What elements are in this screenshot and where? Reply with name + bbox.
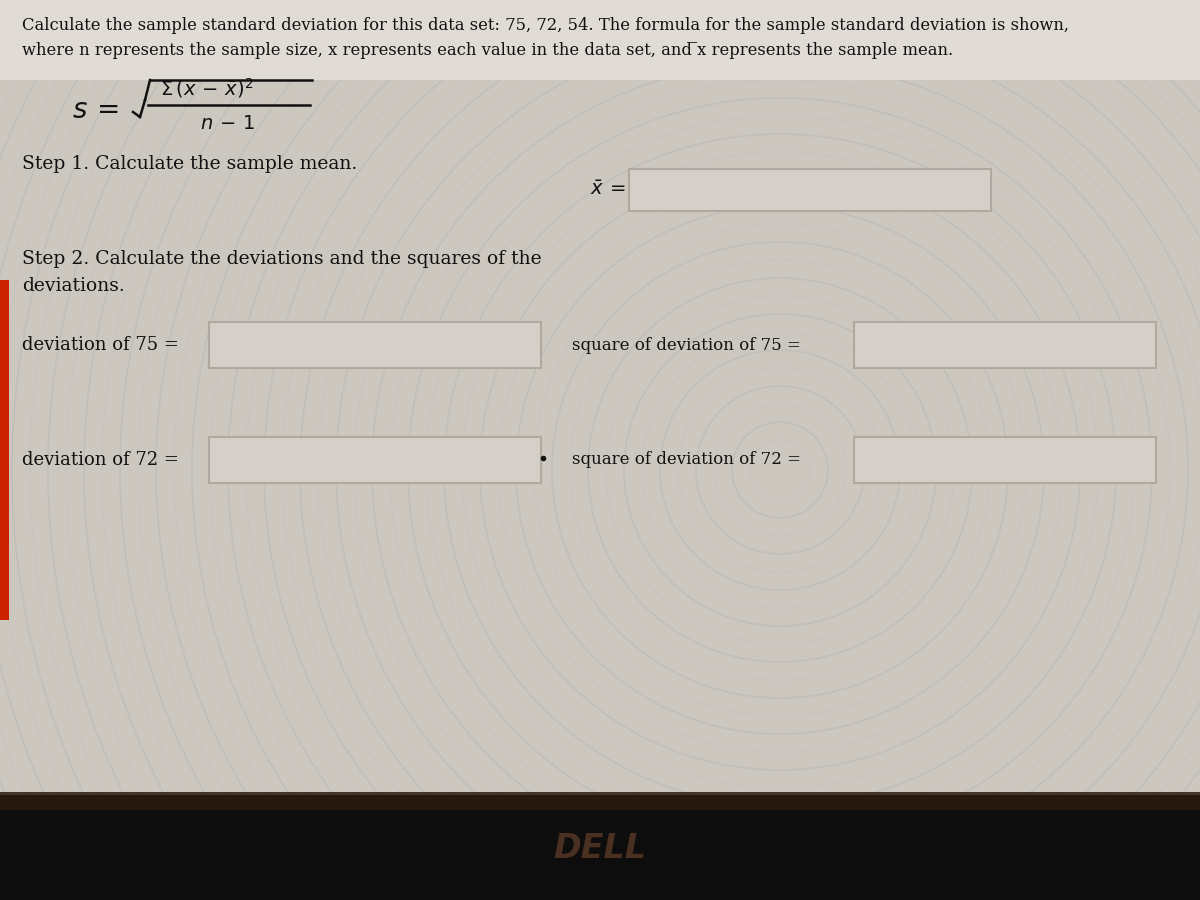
FancyBboxPatch shape xyxy=(209,322,541,368)
Text: $\Sigma\,(x\,-\,\bar{x})^{2}$: $\Sigma\,(x\,-\,\bar{x})^{2}$ xyxy=(160,76,253,100)
FancyBboxPatch shape xyxy=(0,280,10,620)
Text: Calculate the sample standard deviation for this data set: 75, 72, 54. The formu: Calculate the sample standard deviation … xyxy=(22,17,1069,34)
Text: DELL: DELL xyxy=(553,832,647,865)
Text: where n represents the sample size, x represents each value in the data set, and: where n represents the sample size, x re… xyxy=(22,42,953,59)
FancyBboxPatch shape xyxy=(0,795,1200,900)
FancyBboxPatch shape xyxy=(629,169,991,211)
Text: square of deviation of 75 =: square of deviation of 75 = xyxy=(572,337,800,354)
Text: deviation of 72 =: deviation of 72 = xyxy=(22,451,179,469)
FancyBboxPatch shape xyxy=(854,437,1156,483)
Text: $s\,=$: $s\,=$ xyxy=(72,96,119,123)
FancyBboxPatch shape xyxy=(0,0,1200,80)
FancyBboxPatch shape xyxy=(854,322,1156,368)
Text: deviations.: deviations. xyxy=(22,277,125,295)
FancyBboxPatch shape xyxy=(209,437,541,483)
FancyBboxPatch shape xyxy=(0,792,1200,810)
Text: Step 1. Calculate the sample mean.: Step 1. Calculate the sample mean. xyxy=(22,155,358,173)
Text: square of deviation of 72 =: square of deviation of 72 = xyxy=(572,452,802,469)
Text: $\bar{x}\,=$: $\bar{x}\,=$ xyxy=(590,181,625,200)
Text: $n\,-\,1$: $n\,-\,1$ xyxy=(200,115,256,133)
Text: deviation of 75 =: deviation of 75 = xyxy=(22,336,179,354)
Text: Step 2. Calculate the deviations and the squares of the: Step 2. Calculate the deviations and the… xyxy=(22,250,541,268)
